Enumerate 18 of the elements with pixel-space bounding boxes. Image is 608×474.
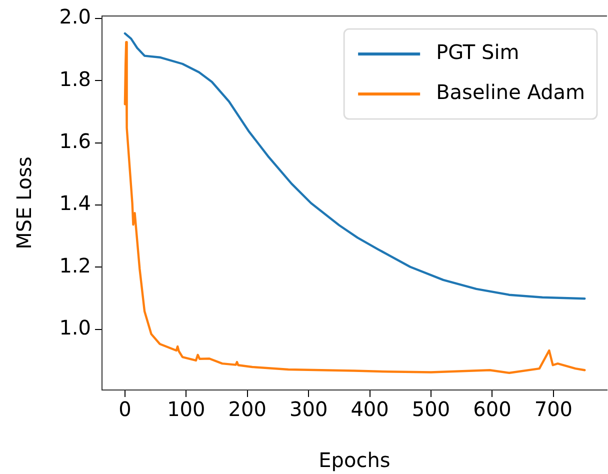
x-tick-label: 400 bbox=[350, 397, 389, 422]
x-tick-label: 500 bbox=[412, 397, 450, 422]
x-axis-title: Epochs bbox=[318, 448, 390, 472]
y-tick-label: 1.0 bbox=[59, 316, 91, 340]
y-tick-label: 1.8 bbox=[59, 66, 91, 91]
x-tick-label: 0 bbox=[118, 397, 132, 422]
x-tick-label: 300 bbox=[289, 397, 328, 422]
x-tick-label: 700 bbox=[534, 397, 573, 422]
x-tick-label: 200 bbox=[228, 397, 266, 422]
y-tick-label: 2.0 bbox=[59, 4, 91, 29]
legend-label: PGT Sim bbox=[436, 40, 520, 64]
y-tick-label: 1.4 bbox=[59, 191, 91, 216]
x-tick-label: 600 bbox=[473, 397, 512, 422]
x-tick-label: 100 bbox=[167, 397, 206, 422]
y-tick-label: 1.2 bbox=[59, 253, 91, 278]
y-axis-title: MSE Loss bbox=[12, 156, 36, 250]
y-tick-label: 1.6 bbox=[59, 129, 91, 154]
legend-label: Baseline Adam bbox=[436, 80, 586, 104]
